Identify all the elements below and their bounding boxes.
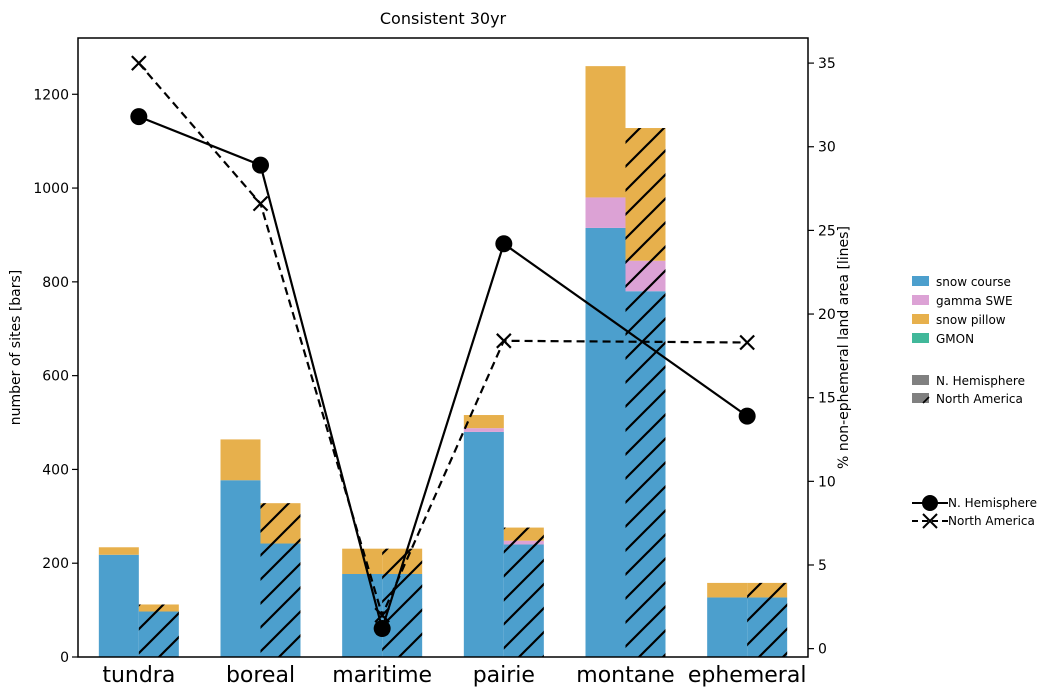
- bar-nh-tundra-snow-course: [98, 554, 139, 657]
- ytick-label-right-20: 20: [818, 307, 836, 323]
- ytick-label-right-30: 30: [818, 140, 836, 156]
- ytick-label-left-400: 400: [42, 462, 69, 478]
- bar-nh-pairie-snow-pillow: [463, 415, 504, 429]
- marker-nh-0: [130, 108, 148, 126]
- y-axis-label-right: % non-ephemeral land area [lines]: [836, 226, 852, 469]
- legend-line-marker-x: [922, 513, 938, 529]
- ytick-label-left-0: 0: [60, 650, 69, 666]
- legend: snow course gamma SWE snow pillow GMON N. He…: [912, 275, 1037, 529]
- marker-nh-2: [373, 620, 391, 638]
- ytick-label-left-800: 800: [42, 275, 69, 291]
- bars-layer: [98, 66, 788, 657]
- ytick-label-right-0: 0: [818, 642, 827, 658]
- chart-title: Consistent 30yr: [380, 9, 507, 28]
- bar-nh-ephemeral-snow-pillow: [707, 582, 748, 598]
- ytick-label-left-1200: 1200: [33, 87, 69, 103]
- xtick-label-maritime: maritime: [332, 663, 432, 687]
- ytick-label-left-200: 200: [42, 556, 69, 572]
- marker-nh-1: [252, 156, 269, 174]
- ytick-label-right-15: 15: [818, 391, 836, 407]
- legend-line-marker-circle: [922, 495, 938, 511]
- legend-bar-swatch-0: [912, 375, 929, 385]
- legend-swatch-gamma-swe: [912, 295, 929, 305]
- plot-frame: [77, 37, 809, 658]
- legend-swatch-gmon: [912, 333, 929, 343]
- bar-hatch-pairie: [503, 527, 544, 657]
- legend-bar-label-1: North America: [936, 392, 1023, 406]
- axes-layer: 0 200 400 600 800 1000 1200 0 5 10 15 20 25 30 35 tundr…: [33, 56, 835, 687]
- legend-bar-label-0: N. Hemisphere: [936, 374, 1025, 388]
- legend-line-label-0: N. Hemisphere: [948, 496, 1037, 510]
- marker-nh-4: [738, 407, 756, 425]
- xtick-label-montane: montane: [576, 663, 674, 687]
- bar-nh-montane-snow-pillow: [585, 66, 626, 198]
- marker-nh-3: [495, 235, 513, 253]
- bar-nh-boreal-snow-course: [220, 480, 261, 657]
- ytick-label-left-1000: 1000: [33, 181, 69, 197]
- lines-layer: [130, 55, 756, 638]
- legend-label-gmon: GMON: [936, 332, 974, 346]
- bar-nh-tundra-snow-pillow: [98, 547, 139, 555]
- ytick-label-right-25: 25: [818, 223, 836, 239]
- legend-swatch-snow-course: [912, 276, 929, 286]
- xtick-label-pairie: pairie: [473, 663, 535, 687]
- bar-hatch-boreal: [260, 503, 301, 657]
- marker-na-3: [496, 333, 512, 349]
- bar-hatch-ephemeral: [747, 582, 788, 657]
- bar-hatch-tundra: [138, 604, 179, 657]
- y-axis-label-left: number of sites [bars]: [8, 270, 24, 426]
- ytick-label-right-5: 5: [818, 558, 827, 574]
- legend-label-snow-course: snow course: [936, 275, 1011, 289]
- marker-na-1: [252, 195, 269, 212]
- xtick-label-boreal: boreal: [226, 663, 295, 687]
- marker-na-2: [374, 607, 390, 623]
- legend-bar-hatch: [922, 396, 930, 404]
- marker-na-0: [131, 55, 147, 71]
- bar-nh-pairie-gamma-swe: [463, 428, 504, 432]
- ytick-label-right-10: 10: [818, 474, 836, 490]
- legend-swatch-snow-pillow: [912, 314, 929, 324]
- ytick-label-right-35: 35: [818, 56, 836, 72]
- bar-nh-boreal-snow-pillow: [220, 439, 261, 481]
- legend-label-gamma-swe: gamma SWE: [936, 294, 1013, 308]
- bar-nh-montane-snow-course: [585, 227, 626, 657]
- xtick-label-ephemeral: ephemeral: [688, 663, 807, 687]
- bar-nh-ephemeral-snow-course: [707, 597, 748, 657]
- bar-nh-pairie-snow-course: [463, 431, 504, 657]
- marker-na-4: [739, 334, 755, 351]
- legend-label-snow-pillow: snow pillow: [936, 313, 1006, 327]
- ytick-label-left-600: 600: [42, 369, 69, 385]
- bar-hatch-montane: [625, 128, 666, 657]
- legend-bar-swatch-1: [912, 393, 929, 403]
- bar-nh-maritime-snow-course: [342, 573, 383, 657]
- bar-nh-montane-gamma-swe: [585, 197, 626, 228]
- xtick-label-tundra: tundra: [102, 663, 175, 687]
- legend-line-label-1: North America: [948, 514, 1035, 528]
